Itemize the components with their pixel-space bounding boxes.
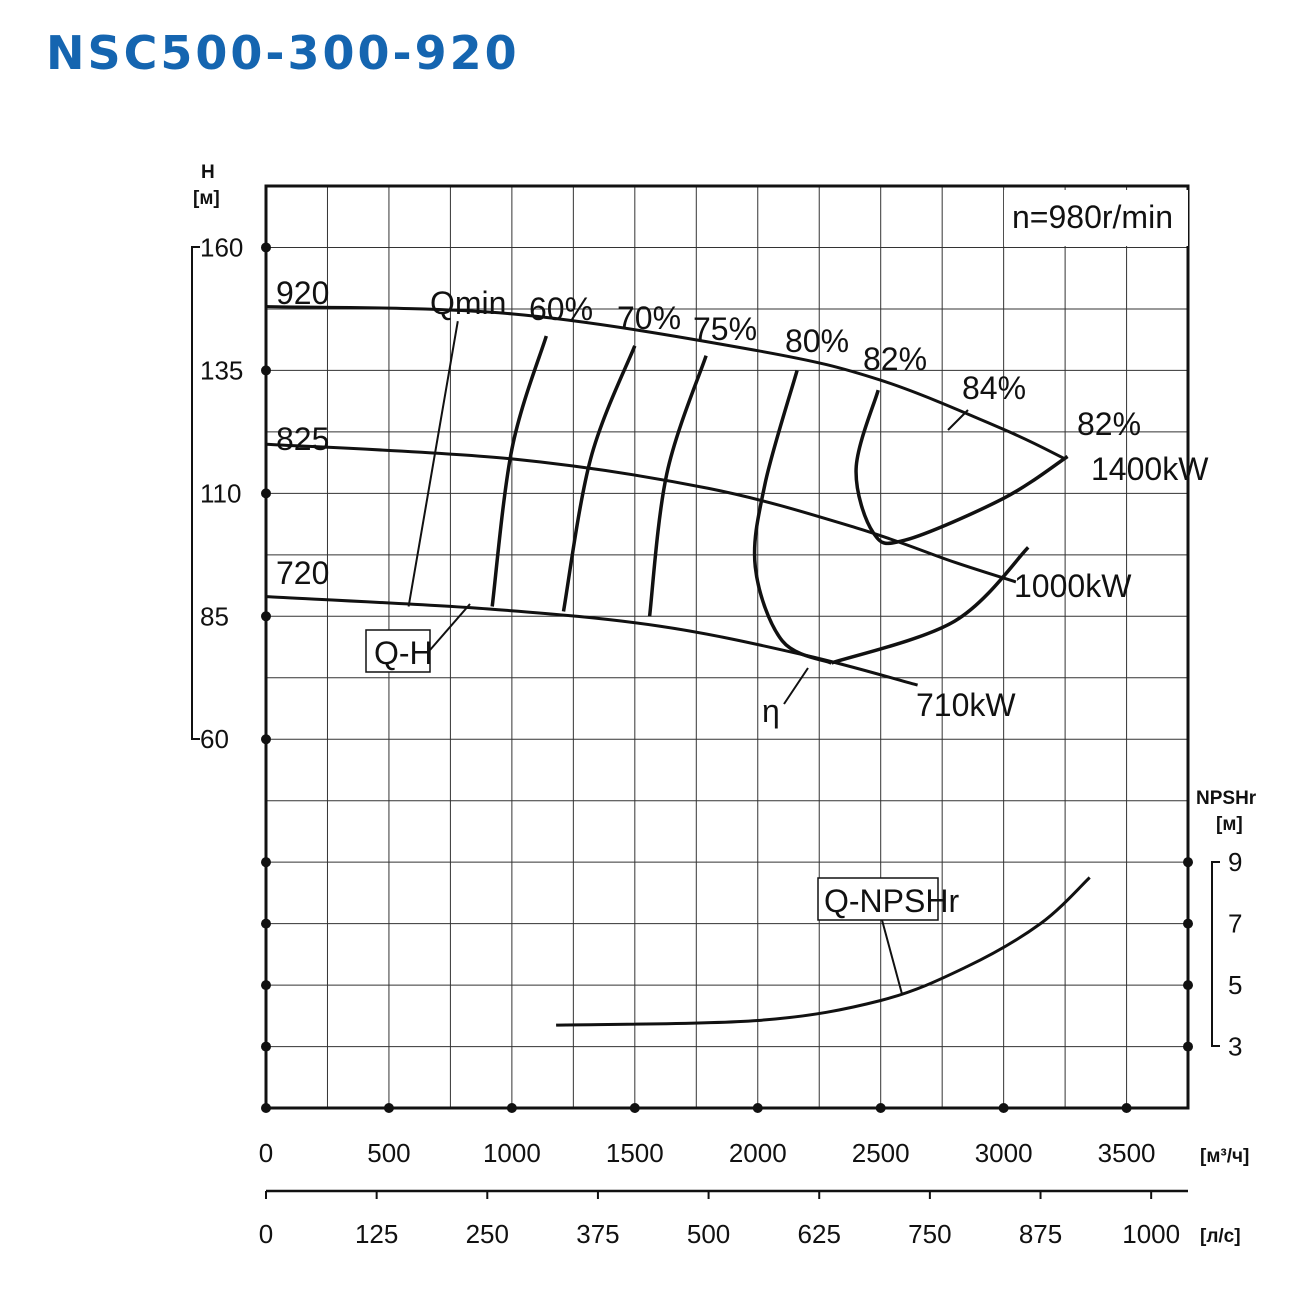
y-left-tick-dot bbox=[261, 242, 271, 253]
y-left-tick-label: 135 bbox=[200, 355, 243, 385]
x-primary-axis: 0 500 1000 1500 2000 2500 3000 3500 bbox=[259, 1103, 1156, 1168]
x-secondary-tick-label: 125 bbox=[355, 1219, 398, 1249]
qh-label: Q-H bbox=[374, 635, 433, 671]
eff-label-80: 80% bbox=[785, 323, 849, 359]
impeller-label-720: 720 bbox=[276, 555, 329, 591]
x-primary-tick-dot bbox=[629, 1103, 640, 1113]
qh-curve-920 bbox=[265, 305, 1066, 461]
x-secondary-tick-label: 750 bbox=[908, 1219, 951, 1249]
y-left-tick-label: 160 bbox=[200, 232, 243, 262]
y-right-left-dot bbox=[261, 918, 271, 929]
y-right-tick-dot bbox=[1183, 918, 1193, 929]
eff-label-60: 60% bbox=[529, 291, 593, 327]
qh-label-box bbox=[365, 629, 431, 673]
power-label-710kw: 710kW bbox=[916, 687, 1016, 723]
eta-label: η bbox=[762, 693, 780, 729]
x-primary-tick-dot bbox=[261, 1103, 271, 1113]
x-secondary-tick-label: 500 bbox=[687, 1219, 730, 1249]
y-right-axis: 9 7 5 3 bbox=[261, 847, 1242, 1062]
x-secondary-tick-label: 625 bbox=[798, 1219, 841, 1249]
y-right-axis-label: NPSHr bbox=[1196, 788, 1257, 809]
eff-label-84: 84% bbox=[962, 370, 1026, 406]
y-left-tick-dot bbox=[261, 611, 271, 622]
x-primary-tick-label: 3500 bbox=[1098, 1138, 1156, 1168]
x-secondary-tick-label: 0 bbox=[259, 1219, 273, 1249]
x-primary-tick-label: 2000 bbox=[729, 1138, 787, 1168]
speed-label: n=980r/min bbox=[1012, 199, 1173, 235]
x-primary-unit: [м³/ч] bbox=[1200, 1146, 1249, 1167]
npsh-leader bbox=[881, 919, 903, 995]
y-left-axis-label: H bbox=[201, 162, 215, 183]
eff-label-82-inner: 82% bbox=[863, 341, 927, 377]
y-right-tick-label: 3 bbox=[1228, 1032, 1242, 1062]
qh-curve-720 bbox=[265, 595, 918, 687]
x-secondary-tick-label: 375 bbox=[576, 1219, 619, 1249]
y-right-tick-label: 5 bbox=[1228, 970, 1242, 1000]
efficiency-curve-5 bbox=[830, 546, 1030, 665]
npsh-label: Q-NPSHr bbox=[824, 883, 959, 919]
efficiency-curve-3 bbox=[752, 369, 833, 665]
x-primary-tick-dot bbox=[752, 1103, 763, 1113]
eff-label-70: 70% bbox=[617, 300, 681, 336]
y-right-left-dot bbox=[261, 1041, 271, 1052]
impeller-label-825: 825 bbox=[276, 421, 329, 457]
y-left-tick-dot bbox=[261, 734, 271, 745]
y-left-tick-label: 110 bbox=[200, 478, 241, 508]
x-primary-tick-label: 1000 bbox=[483, 1138, 541, 1168]
plot-frame bbox=[264, 184, 1190, 1110]
x-secondary-tick-label: 875 bbox=[1019, 1219, 1062, 1249]
y-right-tick-dot bbox=[1183, 857, 1193, 868]
x-primary-tick-label: 0 bbox=[259, 1138, 273, 1168]
x-primary-tick-dot bbox=[383, 1103, 394, 1113]
x-primary-tick-dot bbox=[1121, 1103, 1132, 1113]
x-secondary-tick-label: 250 bbox=[466, 1219, 509, 1249]
x-primary-tick-dot bbox=[506, 1103, 517, 1113]
x-primary-tick-dot bbox=[998, 1103, 1009, 1113]
y-right-left-dot bbox=[261, 980, 271, 991]
y-right-tick-dot bbox=[1183, 1041, 1193, 1052]
efficiency-curve-1 bbox=[561, 345, 637, 612]
efficiency-curve-0 bbox=[490, 335, 548, 607]
y-right-tick-label: 7 bbox=[1228, 909, 1242, 939]
x-secondary-unit: [л/с] bbox=[1200, 1226, 1241, 1247]
eta-leader bbox=[783, 667, 809, 705]
y-left-tick-label: 85 bbox=[200, 601, 229, 631]
efficiency-curve-4 bbox=[854, 389, 1069, 546]
eff-label-75: 75% bbox=[693, 311, 757, 347]
npsh-curve bbox=[556, 876, 1091, 1027]
y-right-tick-label: 9 bbox=[1228, 847, 1242, 877]
impeller-label-920: 920 bbox=[276, 275, 329, 311]
y-left-tick-label: 60 bbox=[200, 724, 229, 754]
y-left-bracket bbox=[191, 246, 200, 740]
y-right-tick-dot bbox=[1183, 980, 1193, 991]
eff-84-leader bbox=[947, 409, 969, 431]
npsh-label-box bbox=[817, 877, 939, 921]
x-primary-tick-dot bbox=[875, 1103, 886, 1113]
eff-label-82-outer: 82% bbox=[1077, 406, 1141, 442]
y-right-left-dot bbox=[261, 857, 271, 868]
page-title: NSC500-300-920 bbox=[46, 26, 520, 80]
x-primary-tick-label: 1500 bbox=[606, 1138, 664, 1168]
efficiency-curve-2 bbox=[647, 355, 708, 617]
power-label-1000kw: 1000kW bbox=[1014, 568, 1132, 604]
x-secondary-tick-label: 1000 bbox=[1122, 1219, 1180, 1249]
y-left-tick-dot bbox=[261, 365, 271, 376]
curves-layer bbox=[265, 305, 1091, 1027]
qmin-label: Qmin bbox=[430, 285, 506, 321]
qmin-line bbox=[407, 321, 459, 607]
qh-leader bbox=[429, 603, 471, 651]
y-right-axis-unit: [м] bbox=[1216, 814, 1243, 835]
qh-curve-825 bbox=[265, 442, 1017, 584]
y-left-axis: 160 135 110 85 60 bbox=[191, 232, 271, 754]
x-primary-tick-label: 3000 bbox=[975, 1138, 1033, 1168]
x-primary-tick-label: 2500 bbox=[852, 1138, 910, 1168]
x-primary-tick-label: 500 bbox=[367, 1138, 410, 1168]
speed-label-box bbox=[1004, 190, 1188, 246]
y-left-tick-dot bbox=[261, 488, 271, 499]
x-secondary-axis: 0 125 250 375 500 625 750 875 1000 bbox=[259, 1189, 1188, 1249]
power-label-1400kw: 1400kW bbox=[1091, 451, 1209, 487]
y-right-bracket bbox=[1211, 861, 1220, 1047]
y-left-axis-unit: [м] bbox=[193, 188, 220, 209]
